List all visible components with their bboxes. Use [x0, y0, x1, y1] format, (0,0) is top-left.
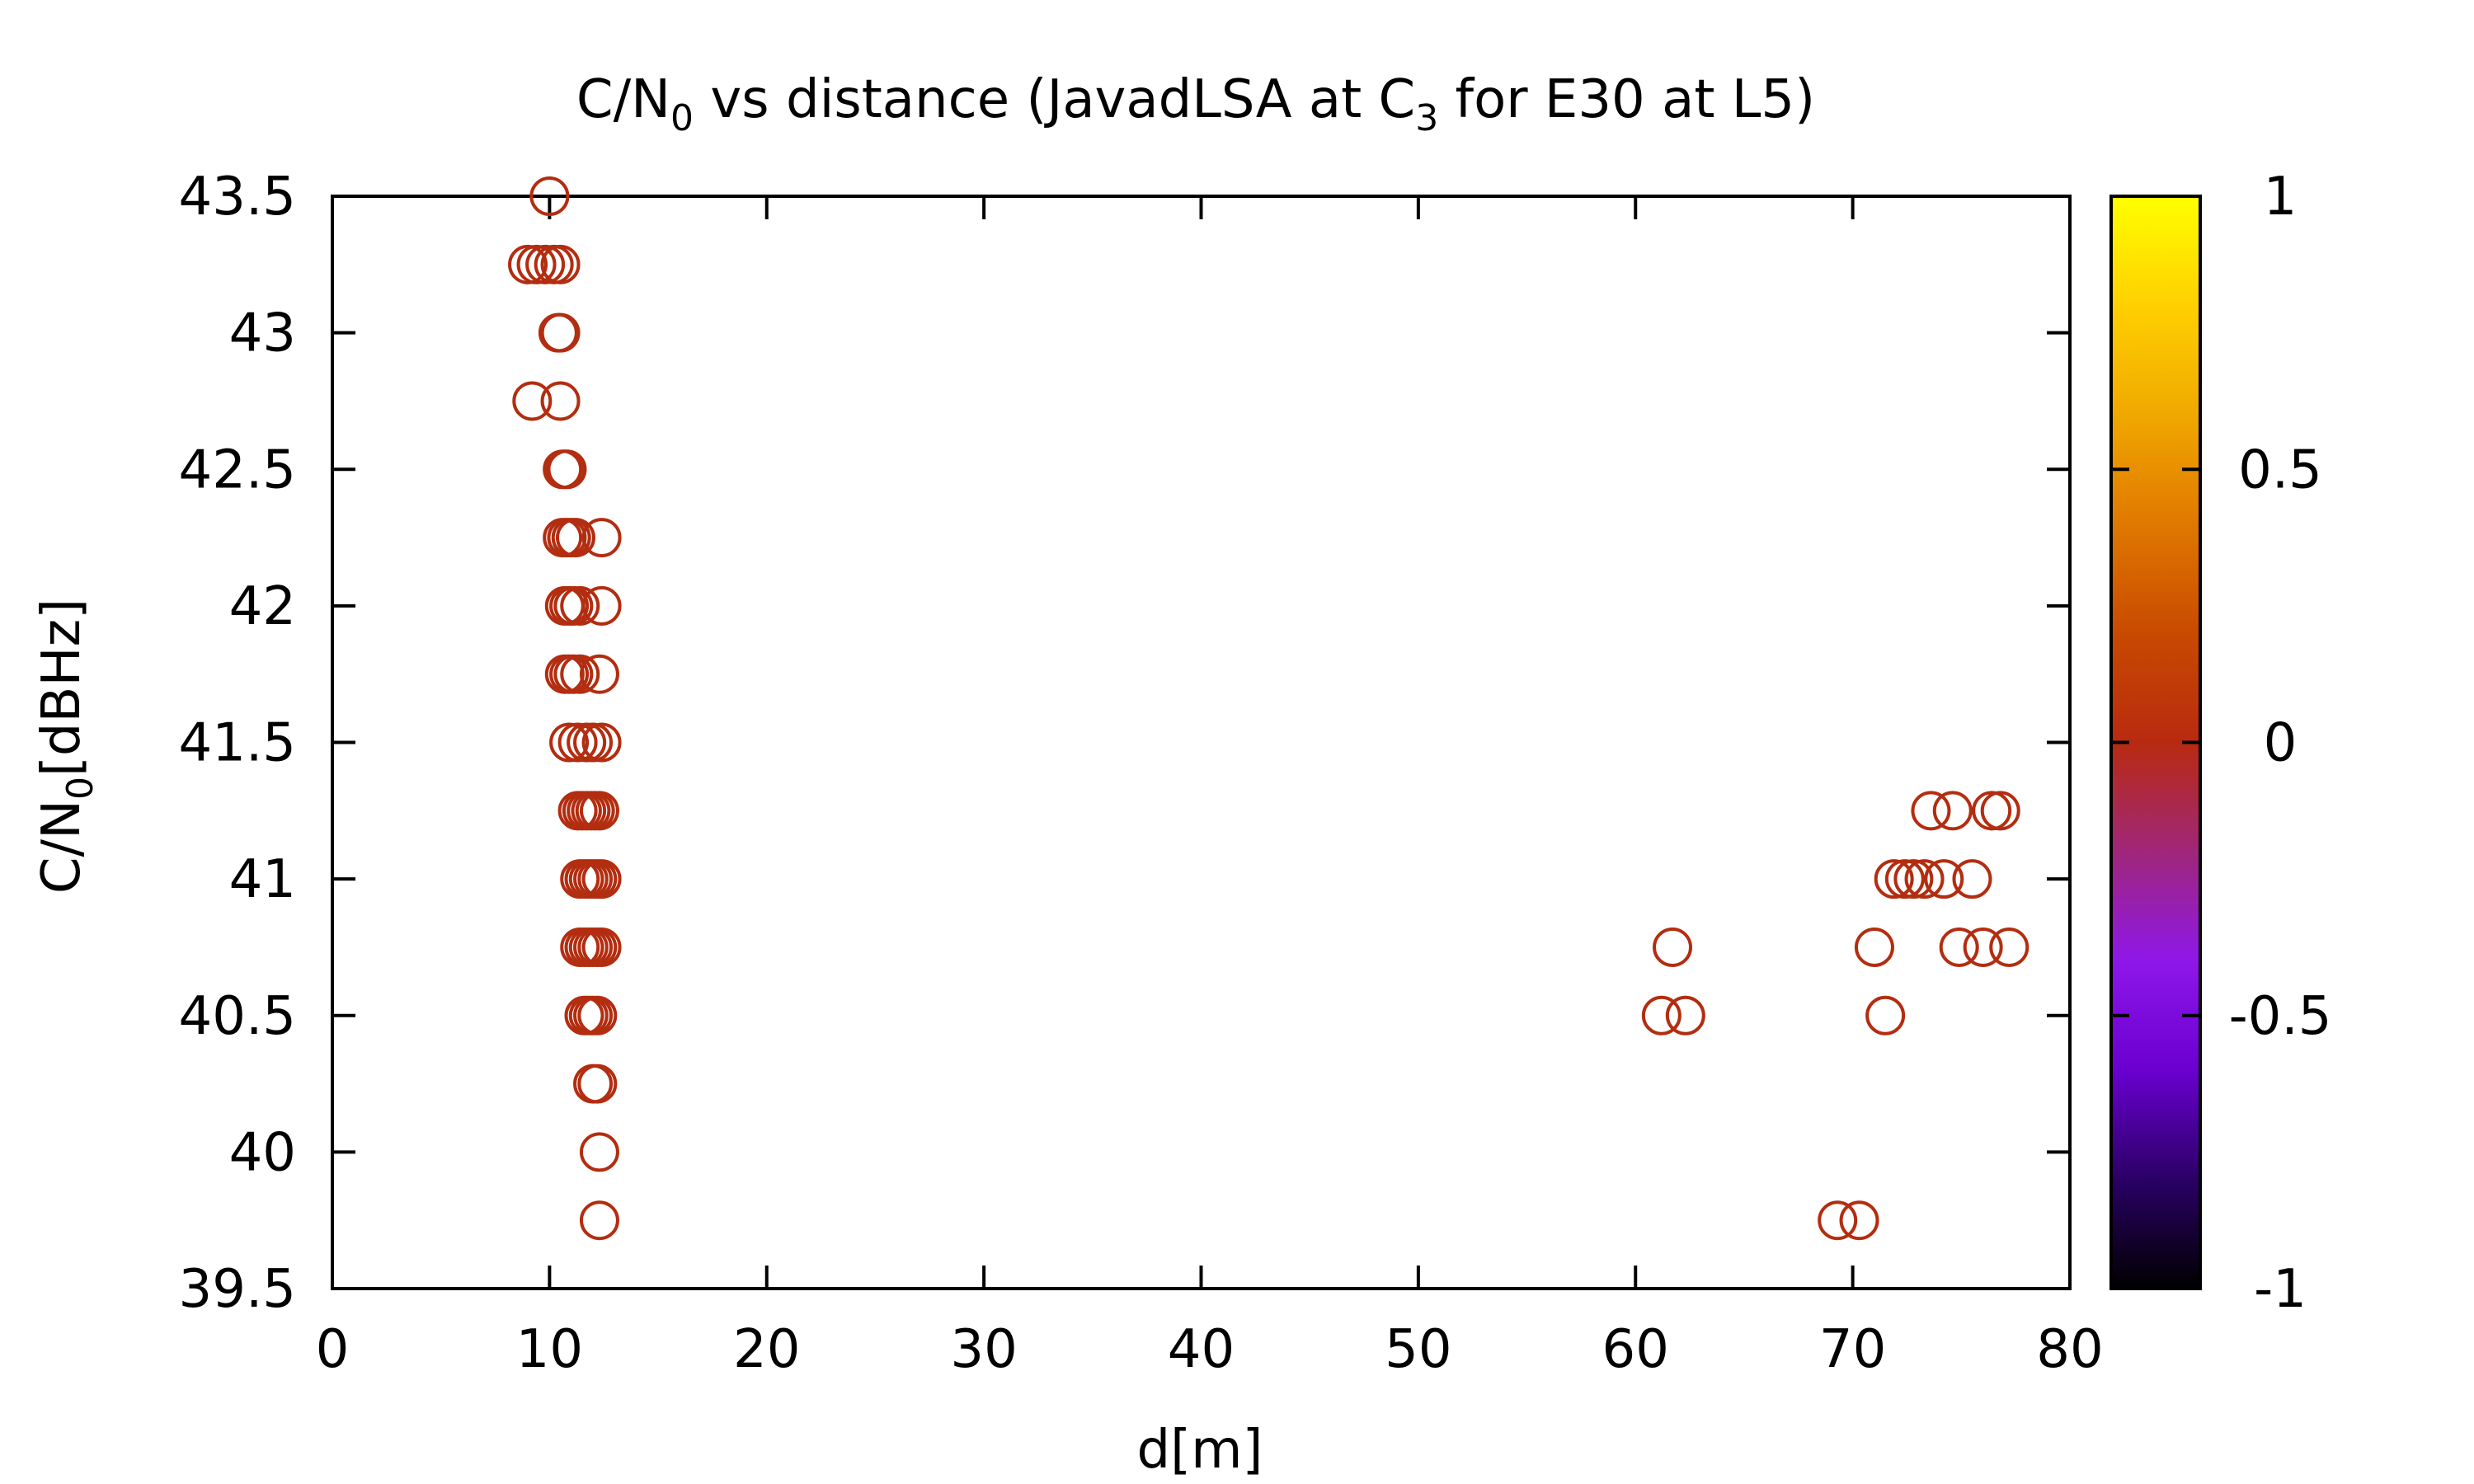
- data-point: [1854, 927, 1894, 967]
- data-point: [540, 381, 581, 421]
- data-point: [581, 585, 622, 626]
- title-part: 3: [1415, 97, 1438, 139]
- data-point: [547, 449, 587, 490]
- data-point: [577, 995, 618, 1036]
- data-point: [516, 244, 557, 284]
- data-point: [1665, 995, 1705, 1036]
- ylabel-base: C/N: [31, 800, 92, 894]
- data-point: [560, 585, 600, 626]
- colorbar-tick-label: -1: [2254, 1259, 2307, 1320]
- data-point: [573, 722, 614, 763]
- data-point: [1818, 1200, 1858, 1241]
- x-tick-label: 0: [316, 1319, 350, 1380]
- x-axis-label: d[m]: [1137, 1420, 1263, 1481]
- data-point: [1924, 859, 1964, 899]
- y-tick-label: 43.5: [179, 167, 297, 228]
- data-point: [540, 244, 581, 284]
- colorbar-tick-label: -0.5: [2229, 986, 2332, 1047]
- y-tick-label: 40.5: [179, 986, 297, 1047]
- data-point: [1865, 995, 1906, 1036]
- title-part: vs distance (JavadLSA at C: [694, 69, 1415, 130]
- data-point: [1893, 859, 1934, 899]
- x-tick-label: 10: [516, 1319, 583, 1380]
- y-axis-label: C/N0[dBHz]: [31, 599, 101, 894]
- data-point: [1839, 1200, 1879, 1241]
- data-point: [579, 1132, 619, 1172]
- y-tick-label: 39.5: [179, 1259, 297, 1320]
- y-tick-label: 42.5: [179, 439, 297, 500]
- data-point: [525, 244, 566, 284]
- x-tick-label: 30: [950, 1319, 1017, 1380]
- data-points: [508, 176, 2030, 1241]
- data-point: [581, 927, 622, 967]
- data-point: [1641, 995, 1681, 1036]
- data-point: [555, 518, 595, 558]
- data-point: [581, 518, 622, 558]
- x-tick-label: 60: [1602, 1319, 1669, 1380]
- y-tick-label: 41: [229, 849, 296, 910]
- plot-area: 0 10 20 30 40 50 60 70 80 39.5 40 40.5 41 41.5 42 42.5…: [179, 167, 2104, 1380]
- data-point: [1911, 791, 1951, 831]
- data-point: [579, 654, 619, 694]
- data-point: [581, 722, 622, 763]
- colorbar-tick-label: 1: [2264, 167, 2298, 228]
- data-point: [1884, 859, 1925, 899]
- x-tick-label: 50: [1385, 1319, 1451, 1380]
- x-tick-label: 40: [1168, 1319, 1235, 1380]
- y-axis-ticks: 39.5 40 40.5 41 41.5 42 42.5 43 43.5: [179, 167, 2070, 1320]
- colorbar-tick-label: 0: [2264, 713, 2298, 774]
- data-point: [1972, 791, 2012, 831]
- plot-frame: [331, 195, 2072, 1290]
- data-point: [560, 654, 600, 694]
- title-part: C/N: [576, 69, 670, 130]
- data-point: [540, 312, 581, 353]
- data-point: [1653, 927, 1693, 967]
- x-tick-label: 20: [733, 1319, 800, 1380]
- chart-title: C/N0 vs distance (JavadLSA at C3 for E30…: [576, 69, 1815, 139]
- data-point: [512, 381, 553, 421]
- data-point: [529, 176, 570, 216]
- data-point: [577, 1064, 618, 1104]
- data-point: [1980, 791, 2020, 831]
- ylabel-sub: 0: [59, 777, 101, 800]
- data-point: [1939, 927, 1979, 967]
- data-point: [579, 791, 619, 831]
- colorbar: -1 -0.5 0 0.5 1: [2109, 167, 2331, 1320]
- data-point: [549, 722, 590, 763]
- colorbar-tick-label: 0.5: [2238, 439, 2322, 500]
- y-tick-label: 40: [229, 1122, 296, 1183]
- colorbar-ticks: -1 -0.5 0 0.5 1: [2111, 167, 2331, 1320]
- data-point: [1874, 859, 1914, 899]
- data-point: [1952, 859, 1992, 899]
- y-tick-label: 43: [229, 303, 296, 364]
- y-tick-label: 41.5: [179, 713, 297, 774]
- data-point: [1963, 927, 2003, 967]
- data-point: [508, 244, 548, 284]
- x-tick-label: 80: [2036, 1319, 2103, 1380]
- title-part: for E30 at L5): [1438, 69, 1815, 130]
- x-tick-label: 70: [1819, 1319, 1886, 1380]
- x-axis-ticks: 0 10 20 30 40 50 60 70 80: [316, 196, 2104, 1380]
- data-point: [581, 859, 622, 899]
- ylabel-rest: [dBHz]: [31, 599, 92, 777]
- data-point: [1989, 927, 2030, 967]
- title-part: 0: [670, 97, 694, 139]
- data-point: [557, 722, 598, 763]
- data-point: [1904, 859, 1945, 899]
- y-tick-label: 42: [229, 576, 296, 637]
- data-point: [1932, 791, 1973, 831]
- data-point: [579, 1200, 619, 1241]
